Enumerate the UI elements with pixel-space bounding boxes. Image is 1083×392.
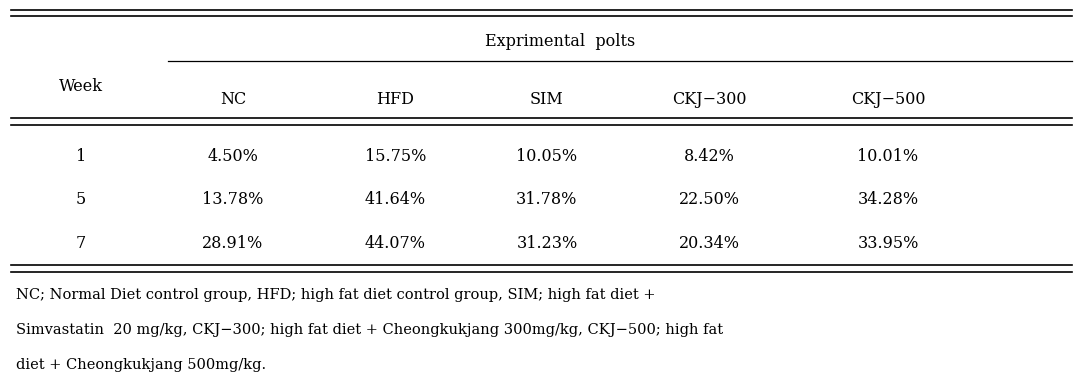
Text: 7: 7: [76, 235, 87, 252]
Text: Week: Week: [60, 78, 103, 95]
Text: 31.78%: 31.78%: [517, 191, 577, 209]
Text: 1: 1: [76, 148, 87, 165]
Text: NC; Normal Diet control group, HFD; high fat diet control group, SIM; high fat d: NC; Normal Diet control group, HFD; high…: [16, 288, 655, 302]
Text: 22.50%: 22.50%: [679, 191, 740, 209]
Text: 5: 5: [76, 191, 87, 209]
Text: 41.64%: 41.64%: [365, 191, 426, 209]
Text: NC: NC: [220, 91, 246, 109]
Text: 33.95%: 33.95%: [858, 235, 918, 252]
Text: 20.34%: 20.34%: [679, 235, 740, 252]
Text: 15.75%: 15.75%: [365, 148, 426, 165]
Text: CKJ−300: CKJ−300: [673, 91, 746, 109]
Text: 4.50%: 4.50%: [208, 148, 258, 165]
Text: 10.05%: 10.05%: [517, 148, 577, 165]
Text: 10.01%: 10.01%: [858, 148, 918, 165]
Text: CKJ−500: CKJ−500: [851, 91, 925, 109]
Text: 44.07%: 44.07%: [365, 235, 426, 252]
Text: 31.23%: 31.23%: [517, 235, 577, 252]
Text: 8.42%: 8.42%: [684, 148, 734, 165]
Text: Simvastatin  20 mg/kg, CKJ−300; high fat diet + Cheongkukjang 300mg/kg, CKJ−500;: Simvastatin 20 mg/kg, CKJ−300; high fat …: [16, 323, 723, 337]
Text: 28.91%: 28.91%: [203, 235, 263, 252]
Text: diet + Cheongkukjang 500mg/kg.: diet + Cheongkukjang 500mg/kg.: [16, 358, 266, 372]
Text: HFD: HFD: [377, 91, 414, 109]
Text: Exprimental  polts: Exprimental polts: [485, 33, 636, 50]
Text: 34.28%: 34.28%: [858, 191, 918, 209]
Text: 13.78%: 13.78%: [203, 191, 263, 209]
Text: SIM: SIM: [530, 91, 564, 109]
